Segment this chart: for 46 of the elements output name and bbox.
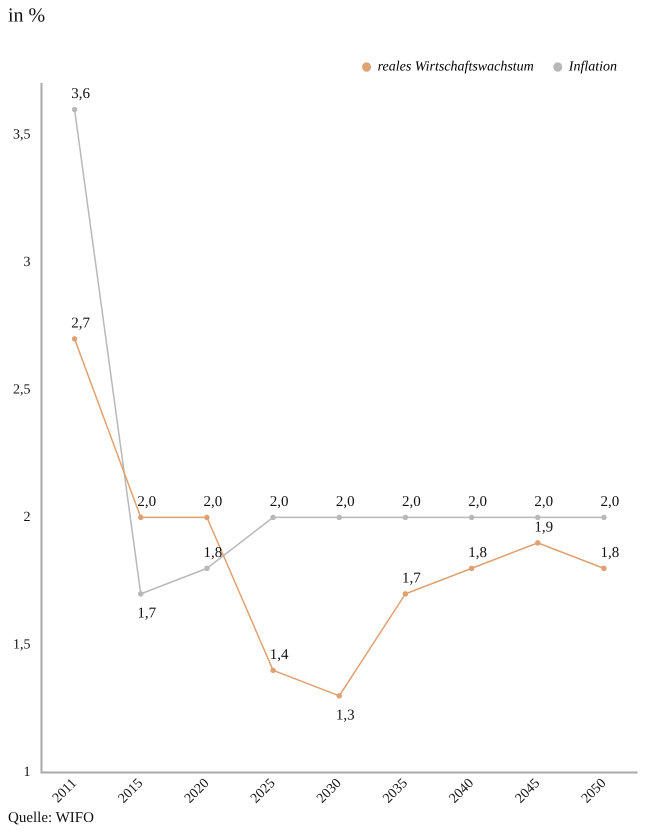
point (270, 514, 276, 520)
data-label: 1,9 (534, 519, 554, 536)
point (138, 514, 144, 520)
source-note: Quelle: WIFO (8, 810, 94, 827)
data-label: 3,6 (71, 86, 90, 102)
point (402, 591, 408, 597)
data-label: 2,0 (204, 494, 222, 510)
data-label: 2,0 (534, 494, 554, 510)
data-label: 1,8 (204, 544, 222, 561)
data-label: 1,8 (468, 544, 487, 561)
data-label: 2,0 (402, 494, 421, 510)
point (72, 336, 78, 342)
legend-label: reales Wirtschaftswachstum (378, 60, 534, 75)
data-label: 2,0 (137, 494, 156, 510)
point (468, 566, 474, 572)
point (535, 514, 540, 520)
data-label: 2,0 (336, 494, 355, 510)
point (468, 514, 474, 520)
point (336, 693, 342, 699)
point (336, 514, 342, 520)
point (535, 540, 540, 546)
point (402, 514, 408, 520)
y-tick-label: 3 (24, 255, 30, 270)
point (601, 566, 607, 572)
y-tick-label: 3,5 (13, 128, 30, 143)
y-tick-label: 2 (24, 510, 30, 526)
point (138, 591, 144, 597)
data-label: 1,7 (137, 605, 157, 622)
point (204, 514, 210, 520)
data-label: 2,0 (468, 494, 487, 510)
point (601, 514, 607, 520)
y-tick-label: 1 (24, 764, 30, 780)
data-label: 1,3 (336, 707, 355, 724)
data-label: 2,0 (270, 494, 288, 510)
point (72, 106, 78, 112)
data-label: 1,8 (600, 544, 620, 561)
y-tick-label: 2,5 (13, 382, 30, 398)
data-label: 2,7 (71, 315, 90, 332)
legend-label: Inflation (568, 60, 618, 75)
data-label: 2,0 (600, 494, 620, 510)
data-label: 1,7 (402, 570, 422, 586)
y-axis-title: in % (8, 4, 46, 26)
point (204, 566, 210, 572)
point (270, 668, 276, 674)
y-tick-label: 1,5 (13, 638, 30, 653)
data-label: 1,4 (270, 646, 289, 663)
